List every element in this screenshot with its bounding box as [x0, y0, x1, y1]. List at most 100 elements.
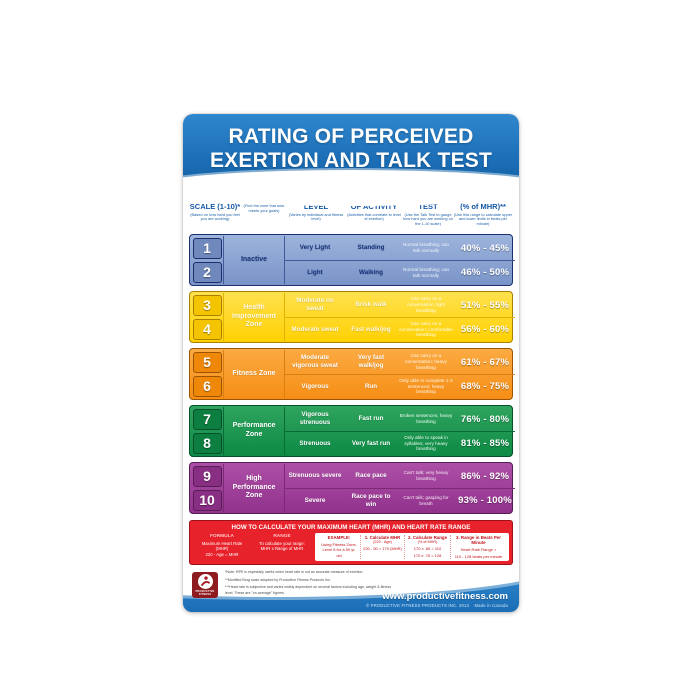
exertion-level-cell: Severe	[285, 488, 345, 512]
publisher-info: www.productivefitness.com © PRODUCTIVE F…	[362, 591, 508, 608]
website-url: www.productivefitness.com	[382, 591, 508, 603]
exertion-level-cell: Light	[285, 260, 345, 284]
example-body: Using Fitness Zone, Level 5 for a 50 yr.…	[321, 541, 357, 558]
talk-test-cell: Can't talk; very heavy breathing	[403, 470, 449, 481]
zone-name: Inactive	[223, 236, 285, 284]
heart-rate-calculation-box: HOW TO CALCULATE YOUR MAXIMUM HEART (MHR…	[189, 520, 513, 566]
scale-number: 4	[203, 321, 211, 337]
scale-cell: 8	[192, 432, 222, 454]
range-cell: 81% - 85%	[455, 431, 515, 455]
talk-test-cell: Can carry on a conversation; light breat…	[407, 296, 445, 313]
scale-cell: 7	[192, 408, 222, 430]
scale-cell: 1	[192, 237, 222, 259]
zone-band-high-performance: 9 10 High Performance Zone Strenuous sev…	[189, 462, 515, 514]
scale-number: 1	[203, 240, 211, 256]
productive-fitness-logo: PRODUCTIVE FITNESS	[192, 572, 218, 599]
step2-line: 170 x .75 = 128	[413, 553, 442, 559]
exertion-poster: RATING OF PERCEIVED EXERTION AND TALK TE…	[183, 114, 519, 612]
title-line-2: EXERTION AND TALK TEST	[209, 148, 493, 172]
scale-cell: 10	[192, 489, 222, 511]
example-title: EXAMPLE:	[327, 535, 351, 540]
talk-test-cell: Broken sentences; heavy breathing	[399, 413, 453, 424]
range-cell: 46% - 50%	[455, 260, 515, 284]
exertion-level-cell: Moderate sweat	[285, 317, 345, 341]
talk-test-cell: Only able to speak in syllables; very he…	[397, 431, 455, 455]
activity-cell: Fast run	[358, 415, 384, 423]
step1-sub: (220 - Age)	[373, 540, 392, 545]
talk-test-cell: Can't talk; gasping for breath	[397, 488, 455, 512]
scale-cell: 6	[192, 375, 222, 397]
activity-cell: Brisk walk	[355, 301, 387, 309]
scale-cell: 2	[192, 261, 222, 283]
range-cell: 61% - 67%	[460, 356, 510, 368]
activity-cell: Race pace to win	[345, 488, 397, 512]
talk-test-cell: Can carry on a conversation; heavy breat…	[405, 353, 447, 370]
activity-cell: Very fast run	[345, 431, 397, 455]
copyright-line: © PRODUCTIVE FITNESS PRODUCTS INC. 2013 …	[362, 603, 508, 608]
scale-number: 7	[203, 411, 211, 427]
zone-bands: 1 2 Inactive Very Light Standing Normal …	[183, 232, 519, 514]
step2-sub: (% of MHR)	[417, 540, 438, 545]
talk-test-cell: Normal breathing; can talk normally	[402, 242, 450, 253]
zone-name: High Performance Zone	[223, 464, 285, 512]
exertion-level-cell: Moderate vigorous sweat	[292, 354, 338, 369]
step1-title: 1. Calculate MHR	[364, 535, 401, 540]
scale-cell: 9	[192, 465, 222, 487]
step3-line: Heart Rate Range =	[460, 547, 497, 553]
calc-example-box: EXAMPLE: Using Fitness Zone, Level 5 for…	[315, 533, 509, 562]
exertion-level-cell: Strenuous	[285, 431, 345, 455]
exertion-level-cell: Moderate no sweat	[296, 297, 334, 312]
footnote: ***Heart rate is subjective and varies w…	[225, 585, 392, 595]
talk-test-cell: Only able to complete 1-2 sentences; hea…	[397, 374, 455, 398]
step2-title: 2. Calculate Range	[407, 535, 448, 540]
activity-cell: Fast walk/jog	[345, 317, 397, 341]
range-line: To calculate your range:	[259, 540, 305, 546]
range-cell: 76% - 80%	[460, 413, 510, 425]
poster-header: RATING OF PERCEIVED EXERTION AND TALK TE…	[183, 114, 519, 206]
formula-title: FORMULA	[210, 534, 234, 539]
zone-name: Performance Zone	[223, 407, 285, 455]
scale-cell: 4	[192, 318, 222, 340]
range-cell: 40% - 45%	[460, 242, 510, 254]
calc-title: HOW TO CALCULATE YOUR MAXIMUM HEART (MHR…	[231, 524, 471, 531]
scale-number: 2	[203, 264, 211, 280]
scale-cell: 3	[192, 294, 222, 316]
range-cell: 56% - 60%	[455, 317, 515, 341]
zone-band-fitness: 5 6 Fitness Zone Moderate vigorous sweat…	[189, 348, 515, 400]
scale-number: 6	[203, 378, 211, 394]
activity-cell: Run	[345, 374, 397, 398]
range-title: RANGE	[273, 534, 291, 539]
zone-name: Fitness Zone	[223, 350, 285, 398]
header-swoosh	[183, 170, 519, 206]
step3-line: 110 - 128 beats per minute	[454, 553, 503, 559]
copyright-text: © PRODUCTIVE FITNESS PRODUCTS INC. 2013	[366, 603, 470, 609]
activity-cell: Standing	[357, 244, 385, 252]
activity-cell: Very fast walk/jog	[357, 354, 385, 369]
exertion-level-cell: Vigorous strenuous	[299, 411, 331, 426]
formula-line: Maximum Heart Rate (MHR)	[201, 540, 243, 552]
activity-cell: Race pace	[355, 472, 387, 480]
zone-band-performance: 7 8 Performance Zone Vigorous strenuous …	[189, 405, 515, 457]
runner-icon	[197, 574, 213, 590]
scale-number: 10	[199, 492, 215, 508]
step3-title: 3. Range in Beats Per Minute	[456, 535, 501, 546]
step2-line: 170 x .65 = 110	[413, 546, 442, 552]
footnote: *Note: RPE is especially useful when hea…	[225, 570, 364, 575]
formula-line: 220 - Age = MHR	[205, 551, 239, 557]
exertion-level-cell: Vigorous	[285, 374, 345, 398]
scale-number: 9	[203, 468, 211, 484]
range-cell: 86% - 92%	[460, 470, 510, 482]
scale-number: 3	[203, 297, 211, 313]
range-cell: 51% - 55%	[460, 299, 510, 311]
range-cell: 68% - 75%	[455, 374, 515, 398]
talk-test-cell: Can carry on a conversation; comfortable…	[397, 317, 455, 341]
logo-text: PRODUCTIVE FITNESS	[195, 590, 215, 597]
activity-cell: Walking	[345, 260, 397, 284]
scale-number: 8	[203, 435, 211, 451]
step1-body: 220 - 50 = 170 (MHR)	[363, 546, 402, 552]
zone-band-inactive: 1 2 Inactive Very Light Standing Normal …	[189, 234, 515, 286]
calc-formula-section: FORMULA Maximum Heart Rate (MHR) 220 - A…	[193, 533, 311, 561]
range-cell: 93% - 100%	[455, 488, 515, 512]
footnotes: *Note: RPE is especially useful when hea…	[225, 570, 393, 598]
